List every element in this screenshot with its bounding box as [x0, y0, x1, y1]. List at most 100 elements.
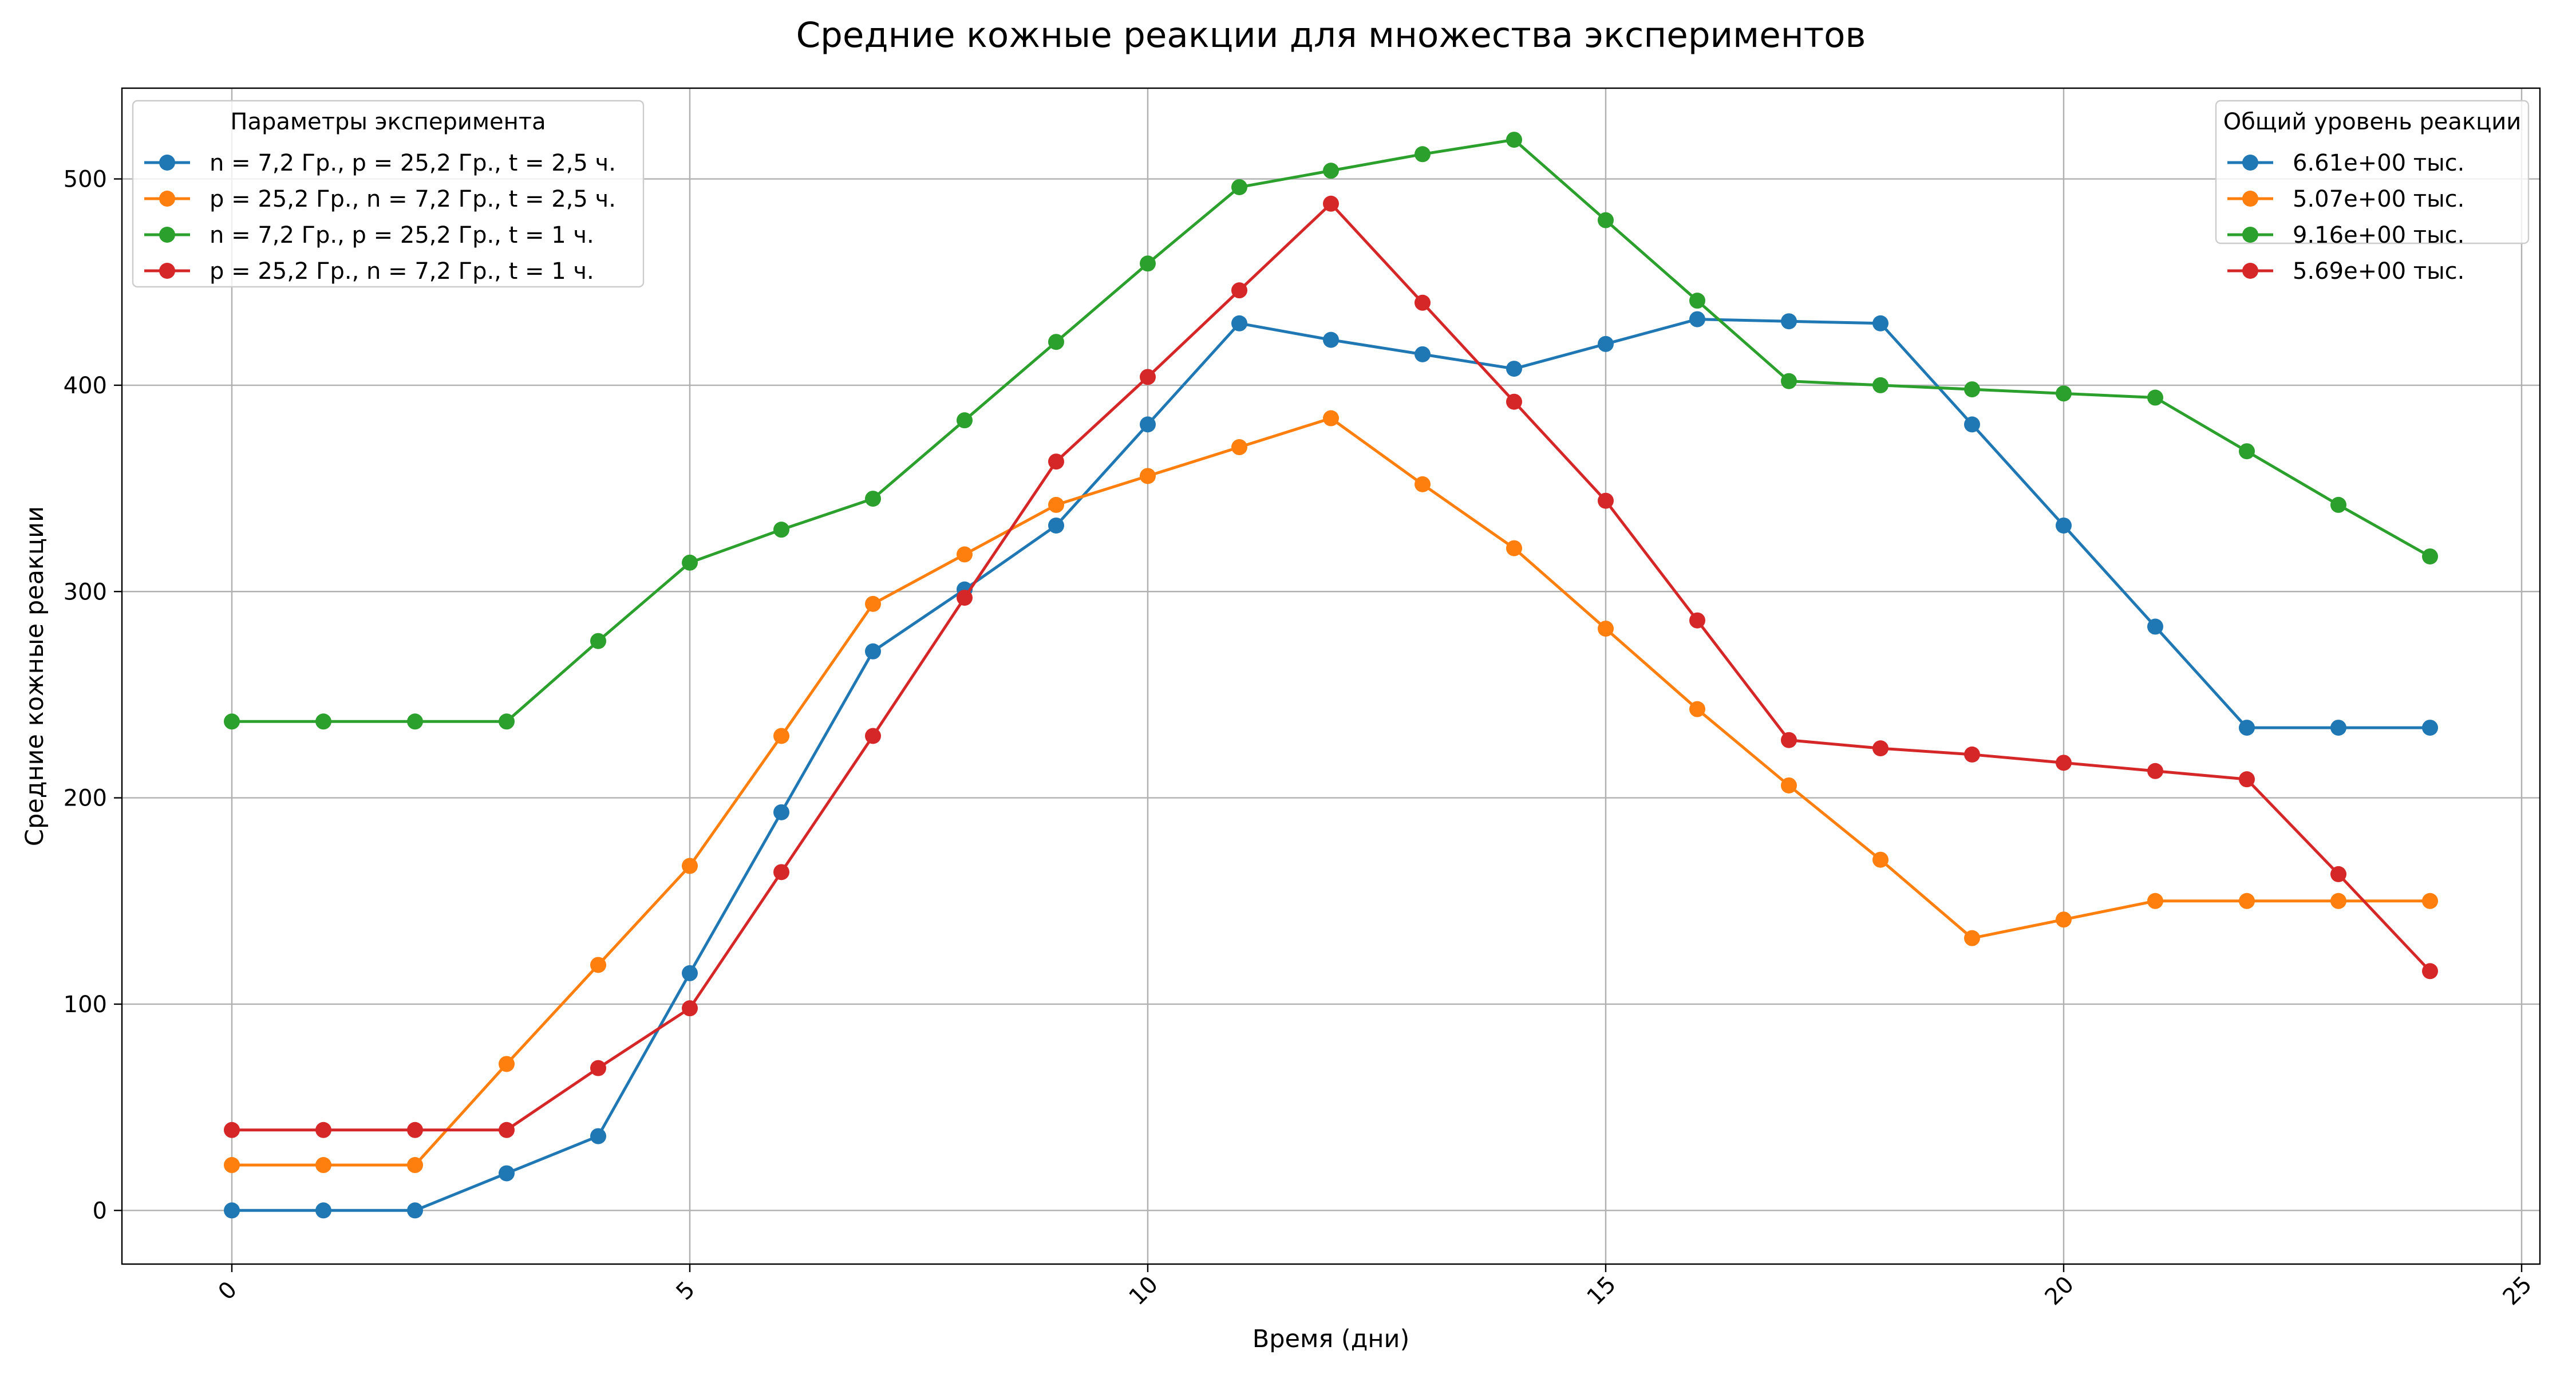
data-point: [773, 864, 789, 881]
y-tick-label: 200: [64, 785, 107, 812]
legend-frame: [132, 100, 645, 288]
data-point: [1506, 540, 1522, 556]
data-point: [1231, 315, 1247, 331]
legend-title: Общий уровень реакции: [2223, 109, 2522, 135]
data-point: [1048, 496, 1064, 513]
data-point: [315, 1157, 331, 1174]
x-tick-label: 20: [2040, 1272, 2080, 1311]
axis-ticks: 0 5 10 15 20 25 0 100 200 300 400 500: [64, 167, 2537, 1311]
legend-label: n = 7,2 Гр., p = 25,2 Гр., t = 1 ч.: [210, 222, 594, 248]
data-point: [1872, 740, 1888, 757]
y-axis-label: Средние кожные реакции: [21, 506, 49, 846]
data-point: [682, 1000, 698, 1017]
data-point: [2422, 893, 2438, 909]
data-point: [865, 491, 881, 507]
data-point: [224, 713, 240, 730]
data-point: [1415, 476, 1431, 492]
data-point: [1598, 335, 1614, 352]
series-line: [230, 417, 2432, 1167]
data-point: [1872, 315, 1888, 331]
data-point: [1323, 163, 1339, 179]
data-point: [1231, 282, 1247, 299]
legend-label: 6.61e+00 тыс.: [2293, 150, 2464, 176]
legend-swatch-marker: [2242, 191, 2258, 207]
data-point: [1323, 331, 1339, 348]
y-tick-label: 300: [64, 579, 107, 605]
data-point: [1872, 851, 1888, 868]
data-point: [315, 1122, 331, 1138]
data-point: [1781, 732, 1797, 748]
legend-label: n = 7,2 Гр., p = 25,2 Гр., t = 2,5 ч.: [210, 150, 616, 176]
data-point: [1506, 361, 1522, 377]
data-point: [1140, 255, 1156, 272]
data-point: [590, 1060, 606, 1076]
data-point: [315, 713, 331, 730]
data-point: [1506, 132, 1522, 148]
data-point: [773, 804, 789, 820]
data-point: [865, 643, 881, 660]
data-point: [1140, 416, 1156, 433]
data-point: [2422, 963, 2438, 980]
data-point: [407, 1157, 423, 1174]
data-point: [1415, 146, 1431, 163]
data-point: [682, 554, 698, 571]
series-3: [224, 132, 2438, 730]
legend-label: 5.07e+00 тыс.: [2293, 186, 2464, 212]
data-point: [2147, 618, 2163, 635]
x-axis-label: Время (дни): [1253, 1325, 1410, 1353]
data-point: [1781, 777, 1797, 793]
data-point: [865, 728, 881, 744]
chart-title: Средние кожные реакции для множества экс…: [796, 15, 1866, 56]
data-point: [773, 522, 789, 538]
data-point: [407, 713, 423, 730]
data-point: [1140, 369, 1156, 385]
data-point: [224, 1122, 240, 1138]
data-point: [957, 412, 973, 429]
data-point: [957, 590, 973, 606]
data-point: [1689, 293, 1705, 309]
data-point: [1964, 381, 1980, 398]
data-point: [2422, 548, 2438, 564]
legends: Параметры эксперимента n = 7,2 Гр., p = 2…: [132, 100, 2530, 288]
data-point: [499, 1122, 515, 1138]
data-point: [1872, 377, 1888, 393]
data-point: [2330, 720, 2346, 736]
legend-swatch-marker: [2242, 155, 2258, 171]
data-point: [2239, 771, 2255, 788]
series-1: [224, 311, 2438, 1219]
legend-title: Параметры эксперимента: [230, 109, 546, 135]
data-point: [2239, 720, 2255, 736]
data-point: [1689, 311, 1705, 327]
x-tick-label: 25: [2498, 1272, 2538, 1311]
data-point: [1415, 346, 1431, 362]
data-point: [2147, 763, 2163, 779]
data-point: [1323, 195, 1339, 212]
data-point: [1964, 746, 1980, 763]
data-point: [1598, 492, 1614, 509]
data-point: [1048, 517, 1064, 534]
data-point: [2056, 911, 2072, 928]
legend-label: 9.16e+00 тыс.: [2293, 222, 2464, 248]
data-point: [1506, 393, 1522, 410]
legend-swatch-marker: [159, 155, 175, 171]
legend-swatch-marker: [159, 191, 175, 207]
data-point: [1048, 334, 1064, 350]
data-point: [1598, 212, 1614, 228]
data-point: [2147, 389, 2163, 406]
data-point: [1231, 439, 1247, 456]
data-point: [499, 713, 515, 730]
legend-label: p = 25,2 Гр., n = 7,2 Гр., t = 2,5 ч.: [210, 186, 616, 212]
data-point: [499, 1165, 515, 1182]
data-point: [682, 858, 698, 874]
x-tick-label: 0: [214, 1277, 243, 1306]
data-point: [2239, 443, 2255, 460]
data-point: [1323, 410, 1339, 427]
data-point: [682, 965, 698, 981]
y-tick-label: 100: [64, 992, 107, 1018]
data-point: [590, 633, 606, 649]
legend-swatch-marker: [159, 227, 175, 243]
legend-swatch-marker: [2242, 227, 2258, 243]
data-point: [407, 1122, 423, 1138]
data-point: [590, 957, 606, 973]
